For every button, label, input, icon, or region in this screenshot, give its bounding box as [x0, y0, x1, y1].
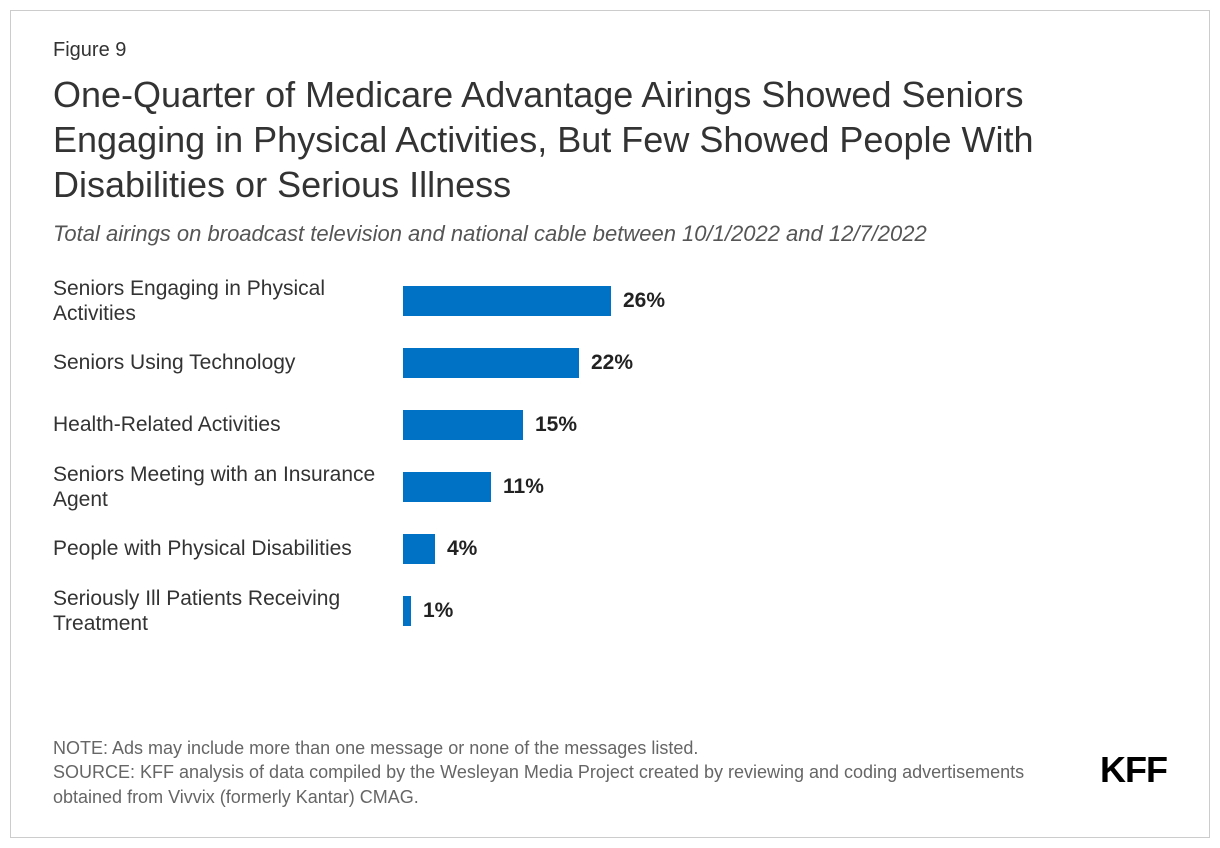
- figure-title: One-Quarter of Medicare Advantage Airing…: [53, 72, 1167, 207]
- bar-label: Health-Related Activities: [53, 412, 403, 437]
- bar-fill: [403, 596, 411, 626]
- bar-track: 15%: [403, 410, 1167, 440]
- bar-value: 1%: [423, 599, 453, 623]
- bar-row: Seriously Ill Patients Receiving Treatme…: [53, 585, 1167, 637]
- bar-fill: [403, 472, 491, 502]
- bar-chart: Seniors Engaging in Physical Activities 2…: [53, 275, 1167, 637]
- bar-label: Seniors Meeting with an Insurance Agent: [53, 462, 403, 512]
- bar-value: 4%: [447, 537, 477, 561]
- bar-track: 1%: [403, 596, 1167, 626]
- bar-row: Seniors Using Technology 22%: [53, 337, 1167, 389]
- source-text: SOURCE: KFF analysis of data compiled by…: [53, 760, 1080, 809]
- bar-value: 11%: [503, 475, 544, 499]
- bar-value: 26%: [623, 289, 665, 313]
- bar-fill: [403, 348, 579, 378]
- bar-row: People with Physical Disabilities 4%: [53, 523, 1167, 575]
- bar-value: 15%: [535, 413, 577, 437]
- figure-footer: NOTE: Ads may include more than one mess…: [53, 736, 1167, 809]
- figure-number: Figure 9: [53, 39, 1167, 62]
- bar-row: Seniors Meeting with an Insurance Agent 1…: [53, 461, 1167, 513]
- bar-label: Seniors Engaging in Physical Activities: [53, 276, 403, 326]
- bar-value: 22%: [591, 351, 633, 375]
- bar-track: 26%: [403, 286, 1167, 316]
- bar-fill: [403, 286, 611, 316]
- bar-track: 22%: [403, 348, 1167, 378]
- footer-text: NOTE: Ads may include more than one mess…: [53, 736, 1080, 809]
- bar-label: Seniors Using Technology: [53, 350, 403, 375]
- bar-row: Health-Related Activities 15%: [53, 399, 1167, 451]
- bar-label: Seriously Ill Patients Receiving Treatme…: [53, 586, 403, 636]
- bar-row: Seniors Engaging in Physical Activities 2…: [53, 275, 1167, 327]
- bar-track: 4%: [403, 534, 1167, 564]
- bar-label: People with Physical Disabilities: [53, 536, 403, 561]
- bar-fill: [403, 410, 523, 440]
- figure-container: Figure 9 One-Quarter of Medicare Advanta…: [10, 10, 1210, 838]
- kff-logo: KFF: [1100, 749, 1167, 809]
- bar-fill: [403, 534, 435, 564]
- bar-track: 11%: [403, 472, 1167, 502]
- note-text: NOTE: Ads may include more than one mess…: [53, 736, 1080, 760]
- figure-subtitle: Total airings on broadcast television an…: [53, 221, 1167, 247]
